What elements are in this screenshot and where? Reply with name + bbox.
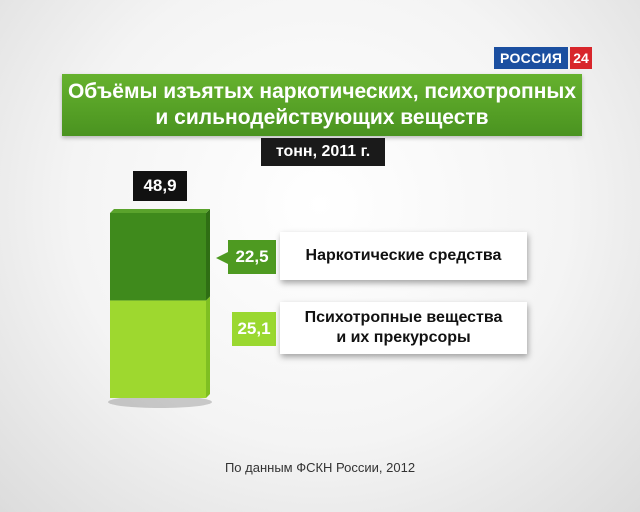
legend-label-psychotropic-line1: Психотропные вещества <box>304 309 503 326</box>
channel-name: РОССИЯ <box>494 47 569 69</box>
bar-segment-narcotic-side <box>206 209 210 301</box>
channel-logo: РОССИЯ 24 <box>494 47 592 69</box>
bar-top-face <box>110 209 210 213</box>
legend-label-narcotic: Наркотические средства <box>280 232 527 280</box>
chart-title: Объёмы изъятых наркотических, психотропн… <box>62 74 582 136</box>
total-value-label: 48,9 <box>133 171 187 201</box>
bar-shadow <box>108 396 212 408</box>
chart-title-line1: Объёмы изъятых наркотических, психотропн… <box>67 80 577 103</box>
chart-title-line2: и сильнодействующих веществ <box>155 106 489 129</box>
legend-label-psychotropic-text: Психотропные вещества и их прекурсоры <box>280 308 527 348</box>
source-note: По данным ФСКН России, 2012 <box>224 460 416 475</box>
value-label-narcotic: 22,5 <box>216 240 276 274</box>
bar-segment-narcotic <box>110 213 206 301</box>
unit-label: тонн, 2011 г. <box>261 138 385 166</box>
bar-segment-psychotropic-side <box>206 296 210 398</box>
value-label-psychotropic: 25,1 <box>232 312 276 346</box>
legend-label-psychotropic-line2: и их прекурсоры <box>336 329 471 346</box>
legend-label-psychotropic: Психотропные вещества и их прекурсоры <box>280 302 527 354</box>
bar-segment-psychotropic <box>110 300 206 398</box>
channel-number: 24 <box>570 47 592 69</box>
